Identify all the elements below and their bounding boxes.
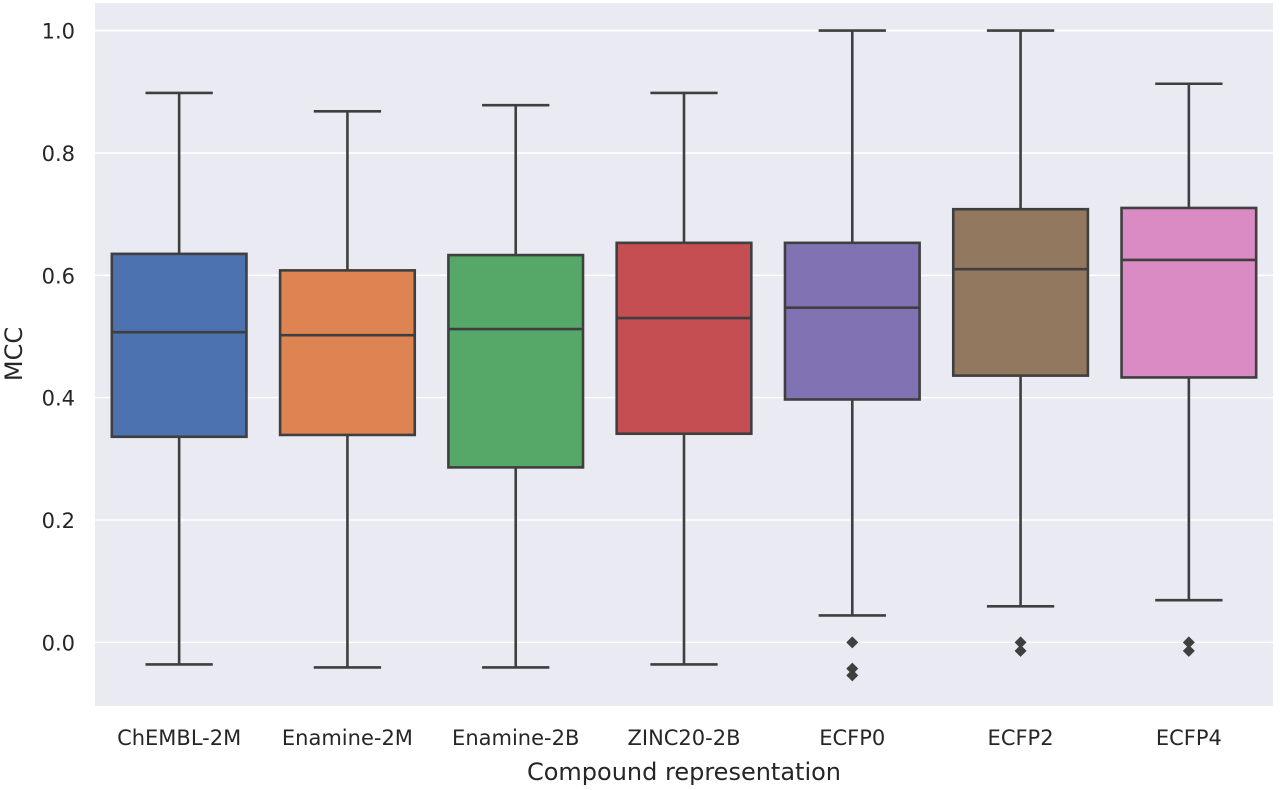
x-axis-label: Compound representation <box>527 758 841 786</box>
box <box>951 207 1090 377</box>
x-tick-labels: ChEMBL-2M Enamine-2M Enamine-2B ZINC20-2B EC… <box>117 726 1222 750</box>
y-tick-label: 0.6 <box>42 264 75 288</box>
box <box>1120 206 1258 379</box>
outlier-point <box>1014 636 1027 649</box>
box <box>783 241 921 401</box>
y-axis-label: MCC <box>0 327 28 381</box>
boxes <box>110 29 1258 682</box>
box-group <box>278 109 417 669</box>
outlier-point <box>1014 644 1027 657</box>
x-tick-label: ZINC20-2B <box>627 726 740 750</box>
y-tick-label: 0.8 <box>42 142 75 166</box>
y-tick-label: 1.0 <box>42 20 75 44</box>
box-group <box>447 103 585 669</box>
box-group <box>783 29 921 682</box>
y-tick-labels: 1.0 0.8 0.6 0.4 0.2 0.0 <box>42 20 75 656</box>
box <box>278 269 417 437</box>
outlier-point <box>846 669 859 682</box>
outlier-point <box>846 636 859 649</box>
outlier-point <box>1182 644 1195 657</box>
box <box>447 253 585 469</box>
box-group <box>951 29 1090 657</box>
box <box>615 241 753 436</box>
x-tick-label: ECFP2 <box>988 726 1054 750</box>
x-tick-label: ECFP0 <box>819 726 885 750</box>
box-group <box>615 91 753 666</box>
box-group <box>110 91 248 666</box>
x-tick-label: Enamine-2M <box>282 726 413 750</box>
y-tick-label: 0.4 <box>42 387 75 411</box>
outlier-point <box>1182 636 1195 649</box>
x-tick-label: ECFP4 <box>1156 726 1222 750</box>
y-tick-label: 0.2 <box>42 509 75 533</box>
x-tick-label: Enamine-2B <box>452 726 579 750</box>
y-tick-label: 0.0 <box>42 631 75 655</box>
outlier-point <box>846 662 859 675</box>
x-tick-label: ChEMBL-2M <box>117 726 241 750</box>
box-group <box>1120 82 1258 657</box>
box <box>110 252 248 439</box>
